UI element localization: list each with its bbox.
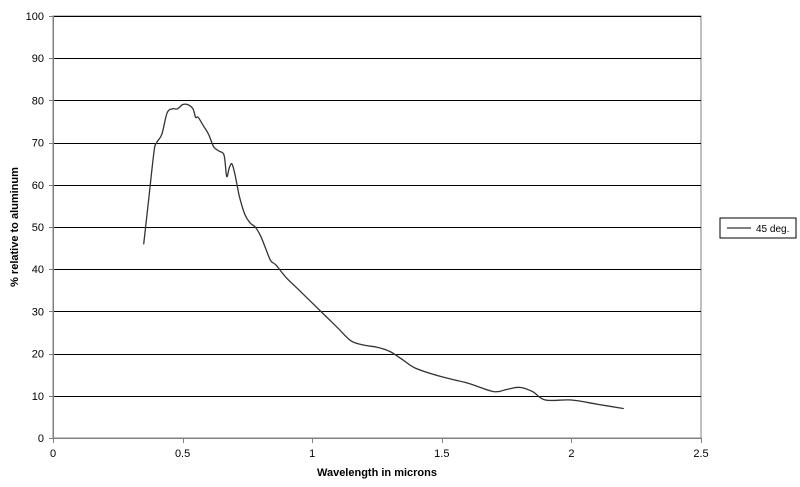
y-tick-label: 60 xyxy=(32,180,44,192)
y-tick-label: 50 xyxy=(32,222,44,234)
y-tick-label: 10 xyxy=(32,391,44,403)
y-tick-label: 0 xyxy=(38,433,44,445)
legend: 45 deg. xyxy=(719,217,797,239)
y-tick-label: 90 xyxy=(32,53,44,65)
x-tick-label: 2 xyxy=(568,448,574,460)
axes xyxy=(49,16,701,442)
x-tick-label: 1 xyxy=(309,448,315,460)
gridlines xyxy=(53,16,701,397)
x-axis-title: Wavelength in microns xyxy=(317,467,437,479)
series-lines xyxy=(143,103,624,410)
x-tick-label: 2.5 xyxy=(693,448,708,460)
y-tick-label: 80 xyxy=(32,95,44,107)
tick-labels: 0 10 20 30 40 50 60 70 80 90 100 0 0.5 1 1.5 2 2.5 xyxy=(26,11,709,460)
y-tick-label: 30 xyxy=(32,306,44,318)
legend-entry-45-deg: 45 deg. xyxy=(756,224,789,235)
x-tick-label: 0 xyxy=(50,448,56,460)
series-line-0 xyxy=(143,103,624,410)
y-axis-title: % relative to aluminum xyxy=(9,167,21,287)
legend-box xyxy=(719,217,797,239)
y-tick-label: 70 xyxy=(32,138,44,150)
y-tick-label: 100 xyxy=(26,11,44,23)
y-tick-label: 40 xyxy=(32,264,44,276)
x-tick-label: 1.5 xyxy=(434,448,449,460)
x-tick-label: 0.5 xyxy=(175,448,190,460)
y-tick-label: 20 xyxy=(32,349,44,361)
